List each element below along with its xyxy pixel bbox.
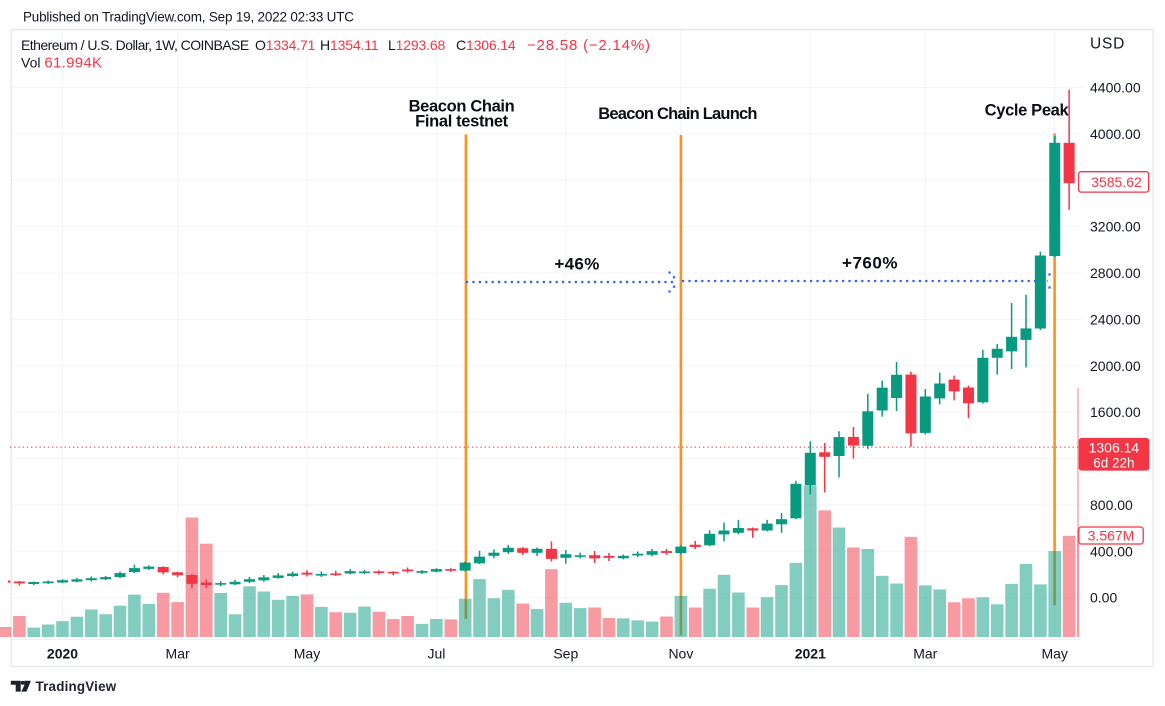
svg-text:USD: USD (1090, 36, 1125, 53)
svg-text:C1306.14: C1306.14 (456, 37, 516, 53)
svg-text:Nov: Nov (668, 646, 693, 662)
svg-text:Mar: Mar (913, 646, 937, 662)
svg-text:Beacon Chain Launch: Beacon Chain Launch (598, 105, 757, 123)
svg-text:2000.00: 2000.00 (1090, 358, 1141, 374)
svg-text:Cycle Peak: Cycle Peak (985, 102, 1070, 120)
svg-text:2020: 2020 (47, 646, 78, 662)
svg-text:H1354.11: H1354.11 (320, 37, 379, 53)
svg-text:May: May (1041, 646, 1067, 662)
svg-text:Beacon Chain: Beacon Chain (409, 98, 515, 116)
svg-text:Jul: Jul (427, 646, 445, 662)
svg-text:+46%: +46% (554, 255, 599, 274)
svg-text:3585.62: 3585.62 (1091, 174, 1142, 190)
svg-text:2400.00: 2400.00 (1090, 311, 1141, 327)
svg-text:Published on TradingView.com,: Published on TradingView.com, Sep 19, 20… (23, 10, 354, 25)
svg-text:May: May (294, 646, 320, 662)
svg-text:Final testnet: Final testnet (415, 113, 508, 131)
svg-text:TradingView: TradingView (36, 679, 117, 694)
svg-text:−28.58 (−2.14%): −28.58 (−2.14%) (527, 37, 651, 54)
svg-text:6d 22h: 6d 22h (1093, 455, 1134, 470)
svg-text:Ethereum / U.S. Dollar, 1W, CO: Ethereum / U.S. Dollar, 1W, COINBASE (21, 37, 249, 53)
svg-text:1600.00: 1600.00 (1090, 404, 1141, 420)
svg-text:400.00: 400.00 (1090, 543, 1133, 559)
svg-text:O1334.71: O1334.71 (255, 37, 316, 53)
svg-text:Vol 61.994K: Vol 61.994K (21, 55, 102, 72)
svg-text:1306.14: 1306.14 (1089, 439, 1140, 455)
svg-text:+760%: +760% (842, 254, 898, 273)
svg-text:0.00: 0.00 (1090, 590, 1117, 606)
svg-text:L1293.68: L1293.68 (388, 37, 446, 53)
svg-text:3.567M: 3.567M (1088, 528, 1135, 544)
svg-text:4000.00: 4000.00 (1090, 126, 1141, 142)
svg-text:2021: 2021 (795, 646, 826, 662)
svg-text:2800.00: 2800.00 (1090, 265, 1141, 281)
svg-text:Sep: Sep (553, 646, 578, 662)
svg-text:4400.00: 4400.00 (1090, 80, 1141, 96)
svg-text:Mar: Mar (166, 646, 190, 662)
svg-text:3200.00: 3200.00 (1090, 219, 1141, 235)
svg-text:800.00: 800.00 (1090, 497, 1133, 513)
